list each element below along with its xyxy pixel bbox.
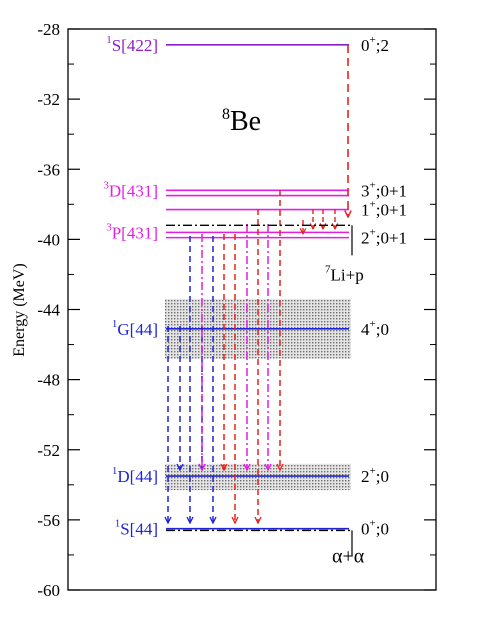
level-label-1S422: 1S[422]	[106, 34, 158, 55]
tick-label: -44	[37, 301, 60, 320]
level-jpi-3P431-c: 2+;0+1	[361, 227, 407, 248]
threshold-label-li7p: 7Li+p	[325, 263, 364, 284]
level-jpi-1G44: 4+;0	[361, 318, 389, 339]
tick-label: -40	[37, 230, 60, 249]
tick-label: -48	[37, 371, 60, 390]
tick-label: -36	[37, 160, 60, 179]
nucleus-title: 8Be	[222, 106, 261, 137]
nucleus-mass: 8	[222, 106, 230, 123]
band-band-1D	[165, 463, 351, 491]
tick-label: -32	[37, 90, 60, 109]
tick-label: -60	[37, 581, 60, 600]
level-jpi-3D431-a: 3+;0+1	[361, 179, 407, 200]
thresholds: 7Li+p α+α	[166, 224, 365, 567]
y-axis-label: Energy (MeV)	[11, 263, 28, 356]
level-label-3D431-a: 3D[431]	[103, 179, 158, 200]
transitions	[168, 45, 348, 523]
level-jpi-1D44: 2+;0	[361, 465, 389, 486]
tick-label: -28	[37, 20, 60, 39]
axis-ticks: -28 -32 -36 -40 -44 -48 -52 -56 -60	[37, 20, 436, 600]
level-label-1S44: 1S[44]	[115, 518, 158, 539]
tick-label: -56	[37, 511, 60, 530]
level-jpi-1S422: 0+;2	[361, 34, 389, 55]
level-label-1G44: 1G[44]	[112, 318, 158, 339]
threshold-label-alpha: α+α	[332, 545, 365, 567]
level-jpi-1S44: 0+;0	[361, 518, 389, 539]
tick-label: -52	[37, 441, 60, 460]
level-label-1D44: 1D[44]	[112, 465, 158, 486]
level-jpi-3P431-a: 1+;0+1	[361, 199, 407, 220]
level-label-3P431-b: 3P[431]	[106, 221, 158, 242]
nucleus-symbol: Be	[230, 106, 261, 137]
energy-levels: 1S[422] 0+;2 3D[431] 3+;0+11+;0+1 3P[431] 2+;…	[103, 34, 407, 539]
